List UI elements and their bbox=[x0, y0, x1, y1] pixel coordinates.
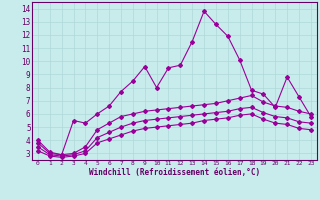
X-axis label: Windchill (Refroidissement éolien,°C): Windchill (Refroidissement éolien,°C) bbox=[89, 168, 260, 177]
